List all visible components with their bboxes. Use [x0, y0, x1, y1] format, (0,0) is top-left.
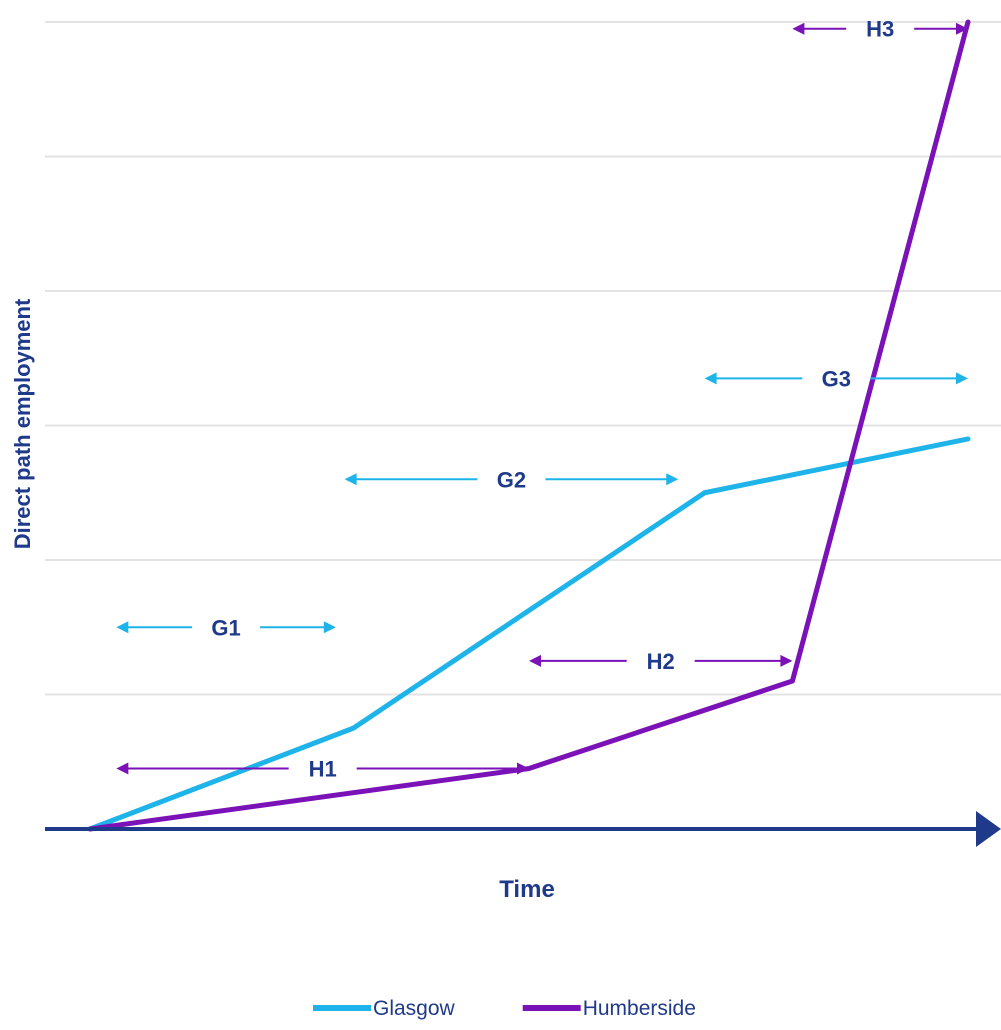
- arrowhead-left: [529, 654, 541, 667]
- legend: Glasgow Humberside: [313, 997, 696, 1020]
- arrowhead-right: [666, 473, 679, 486]
- arrowhead-right: [780, 654, 793, 667]
- annotation-g2: G2: [344, 467, 679, 492]
- axes: [45, 811, 1001, 847]
- annotation-h1: H1: [116, 756, 529, 781]
- arrowhead-left: [344, 473, 357, 486]
- series-line-humberside: [87, 19, 971, 832]
- annotation-label: H3: [866, 17, 894, 42]
- arrowhead-left: [116, 621, 129, 634]
- x-axis-arrowhead: [976, 811, 1001, 847]
- legend-item-glasgow: Glasgow: [313, 997, 456, 1020]
- legend-item-humberside: Humberside: [522, 997, 696, 1020]
- arrowhead-left: [792, 22, 805, 35]
- annotation-label: G2: [497, 467, 526, 492]
- gridlines: [45, 21, 1001, 696]
- annotation-label: H2: [647, 649, 675, 674]
- arrowhead-left: [116, 762, 129, 775]
- annotation-label: G3: [822, 366, 851, 391]
- annotation-g3: G3: [704, 366, 968, 391]
- arrowhead-right: [323, 621, 336, 634]
- legend-label: Glasgow: [373, 997, 456, 1020]
- y-axis-title: Direct path employment: [10, 298, 35, 549]
- annotation-h3: H3: [792, 17, 968, 42]
- arrowhead-right: [956, 372, 968, 385]
- annotation-g1: G1: [116, 615, 336, 640]
- x-axis-title: Time: [499, 876, 555, 903]
- arrowhead-right: [517, 762, 529, 775]
- annotation-h2: H2: [529, 649, 793, 674]
- arrowhead-right: [956, 22, 968, 35]
- series-line-glasgow: [87, 436, 971, 832]
- annotation-label: H1: [309, 756, 337, 781]
- period-annotations: G1 G2 G3 H1 H2 H3: [116, 17, 968, 781]
- arrowhead-left: [704, 372, 717, 385]
- legend-label: Humberside: [583, 997, 696, 1020]
- series-lines: [87, 19, 971, 832]
- annotation-label: G1: [211, 615, 240, 640]
